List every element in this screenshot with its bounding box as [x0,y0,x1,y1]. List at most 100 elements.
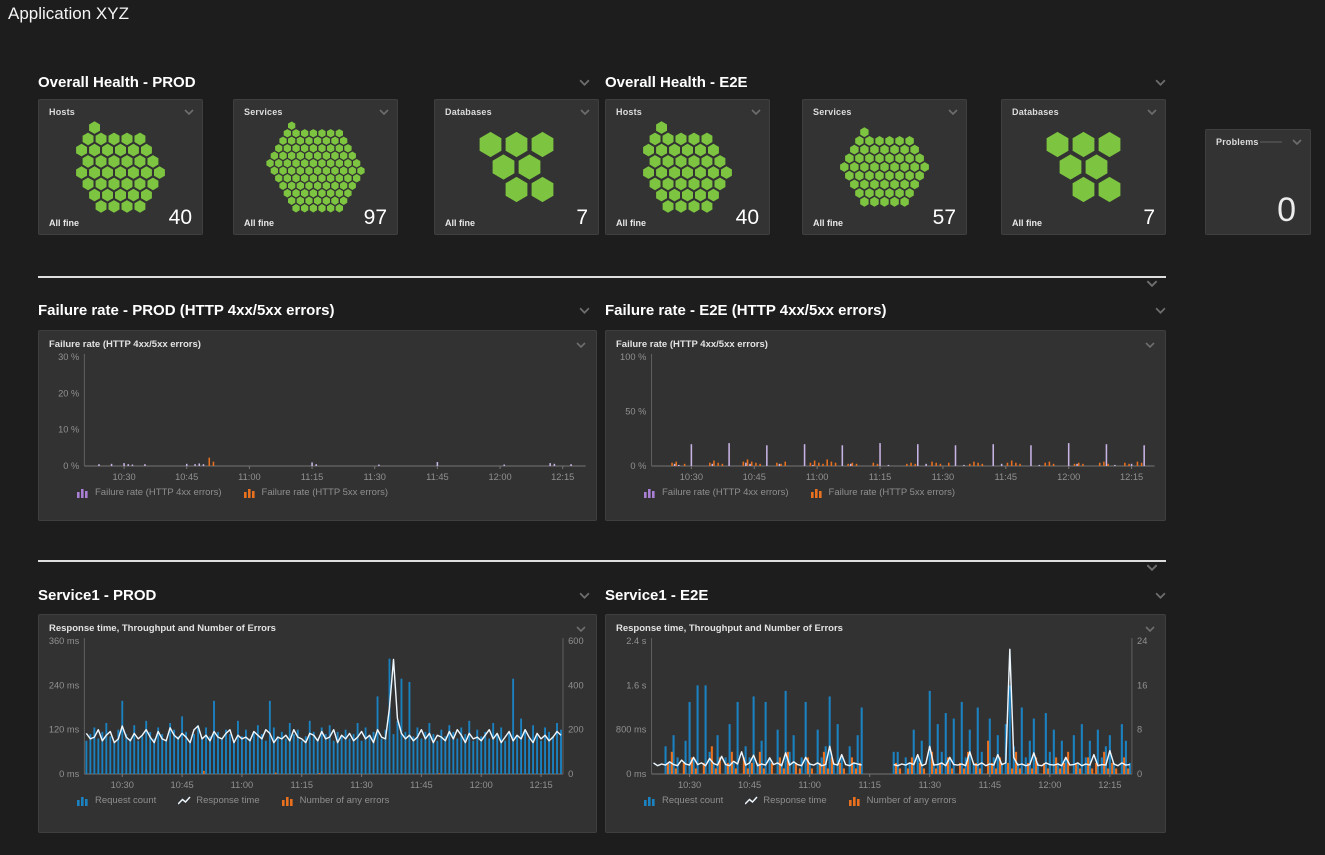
section-overall-health-e2e: Overall Health - E2E [605,72,1166,92]
tile-problems[interactable]: Problems 0 [1205,129,1311,235]
chevron-down-icon[interactable] [1292,139,1302,145]
tile-hosts-prod[interactable]: Hosts All fine 40 [38,99,203,235]
chart-legend: Failure rate (HTTP 4xx errors) Failure ra… [644,487,1165,498]
svg-text:11:00: 11:00 [806,472,829,482]
svg-text:0 ms: 0 ms [626,769,647,779]
svg-text:10 %: 10 % [58,425,79,435]
legend-item[interactable]: Number of any errors [281,795,389,806]
legend-label: Failure rate (HTTP 4xx errors) [662,487,789,498]
svg-text:11:30: 11:30 [363,472,386,482]
chevron-down-icon[interactable] [1146,280,1158,287]
legend-label: Response time [763,795,827,806]
tile-label: Databases [1012,107,1059,117]
legend-item[interactable]: Response time [178,795,260,806]
svg-text:11:00: 11:00 [798,780,821,790]
legend-item[interactable]: Request count [77,795,156,806]
chart-tile-service1-prod[interactable]: Response time, Throughput and Number of … [38,614,597,833]
section-divider [38,560,1166,562]
chevron-down-icon[interactable] [576,625,586,632]
chevron-down-icon[interactable] [1145,341,1155,348]
entity-count: 57 [932,206,956,229]
entity-count: 7 [576,206,588,229]
bar-series-icon [77,488,88,498]
chevron-down-icon[interactable] [1155,79,1166,86]
svg-text:50 %: 50 % [625,407,646,417]
chevron-down-icon[interactable] [751,109,761,115]
failure-rate-chart-prod[interactable]: 0 % 10 % 20 % 30 % 10:30 10:45 11:00 11:15 11:30… [39,350,596,486]
honeycomb-hosts [643,121,732,213]
chart-legend: Request count Response time Number of any … [77,795,596,806]
service-metrics-chart-e2e[interactable]: 0 ms 800 ms 1.6 s 2.4 s 0 8 16 24 10:30 10:45 11:0… [606,634,1165,794]
chevron-down-icon[interactable] [579,592,590,599]
status-text: All fine [1012,218,1043,228]
tile-hosts-e2e[interactable]: Hosts All fine 40 [605,99,770,235]
svg-text:0 %: 0 % [63,461,79,471]
chevron-down-icon[interactable] [1147,109,1157,115]
chart-tile-failure-prod[interactable]: Failure rate (HTTP 4xx/5xx errors) 0 % 10… [38,330,597,521]
section-title-text: Service1 - PROD [38,586,157,604]
chevron-down-icon[interactable] [580,109,590,115]
tile-services-e2e[interactable]: Services All fine 57 [802,99,967,235]
chevron-down-icon[interactable] [379,109,389,115]
svg-text:11:15: 11:15 [301,472,324,482]
entity-count: 40 [168,206,192,229]
section-failure-rate-e2e: Failure rate - E2E (HTTP 4xx/5xx errors) [605,300,1166,320]
section-service1-e2e: Service1 - E2E [605,585,1166,605]
chevron-down-icon[interactable] [579,307,590,314]
legend-label: Failure rate (HTTP 4xx errors) [95,487,222,498]
svg-text:12:15: 12:15 [551,472,574,482]
honeycomb-services [840,127,929,207]
svg-text:11:15: 11:15 [869,472,892,482]
section-title-text: Failure rate - PROD (HTTP 4xx/5xx errors… [38,301,335,319]
legend-item[interactable]: Request count [644,795,723,806]
legend-label: Request count [662,795,724,806]
chart-tile-service1-e2e[interactable]: Response time, Throughput and Number of … [605,614,1166,833]
chart-tile-failure-e2e[interactable]: Failure rate (HTTP 4xx/5xx errors) 0 % 50… [605,330,1166,521]
legend-item[interactable]: Failure rate (HTTP 4xx errors) [77,487,222,498]
legend-item[interactable]: Failure rate (HTTP 5xx errors) [810,487,955,498]
entity-count: 7 [1143,206,1155,229]
svg-text:10:30: 10:30 [111,780,134,790]
tile-label: Hosts [49,107,76,117]
svg-text:12:15: 12:15 [1120,472,1143,482]
legend-item[interactable]: Response time [745,795,827,806]
tile-databases-prod[interactable]: Databases All fine 7 [434,99,599,235]
chevron-down-icon[interactable] [1155,307,1166,314]
failure-rate-chart-e2e[interactable]: 0 % 50 % 100 % 10:30 10:45 11:00 11:15 11:30 11:… [606,350,1165,486]
svg-text:24: 24 [1137,636,1147,646]
svg-text:0 ms: 0 ms [59,769,80,779]
svg-text:11:15: 11:15 [290,780,313,790]
svg-text:10:45: 10:45 [171,780,194,790]
status-text: All fine [616,218,647,228]
chevron-down-icon[interactable] [1145,625,1155,632]
honeycomb-databases [479,131,554,203]
chevron-down-icon[interactable] [576,341,586,348]
svg-text:11:30: 11:30 [932,472,955,482]
chevron-down-icon[interactable] [184,109,194,115]
legend-label: Request count [95,795,157,806]
legend-item[interactable]: Failure rate (HTTP 4xx errors) [644,487,789,498]
problems-trend-line [1260,141,1282,143]
svg-text:20 %: 20 % [58,388,79,398]
tile-services-prod[interactable]: Services All fine 97 [233,99,398,235]
status-text: All fine [445,218,476,228]
entity-count: 97 [363,206,387,229]
svg-text:10:30: 10:30 [112,472,135,482]
legend-item[interactable]: Number of any errors [848,795,956,806]
tile-label: Hosts [616,107,643,117]
bar-series-icon [243,488,255,498]
service-metrics-chart-prod[interactable]: 0 ms 120 ms 240 ms 360 ms 0 200 400 600 10:30 10:… [39,634,596,794]
chevron-down-icon[interactable] [1155,592,1166,599]
section-title-text: Failure rate - E2E (HTTP 4xx/5xx errors) [605,301,887,319]
chart-title: Response time, Throughput and Number of … [616,623,843,634]
svg-text:30 %: 30 % [58,352,79,362]
chevron-down-icon[interactable] [1146,564,1158,571]
svg-text:0: 0 [1137,769,1142,779]
svg-text:11:15: 11:15 [858,780,881,790]
chevron-down-icon[interactable] [579,79,590,86]
svg-text:11:00: 11:00 [231,780,254,790]
legend-item[interactable]: Failure rate (HTTP 5xx errors) [243,487,388,498]
chevron-down-icon[interactable] [948,109,958,115]
tile-databases-e2e[interactable]: Databases All fine 7 [1001,99,1166,235]
svg-text:11:45: 11:45 [995,472,1018,482]
